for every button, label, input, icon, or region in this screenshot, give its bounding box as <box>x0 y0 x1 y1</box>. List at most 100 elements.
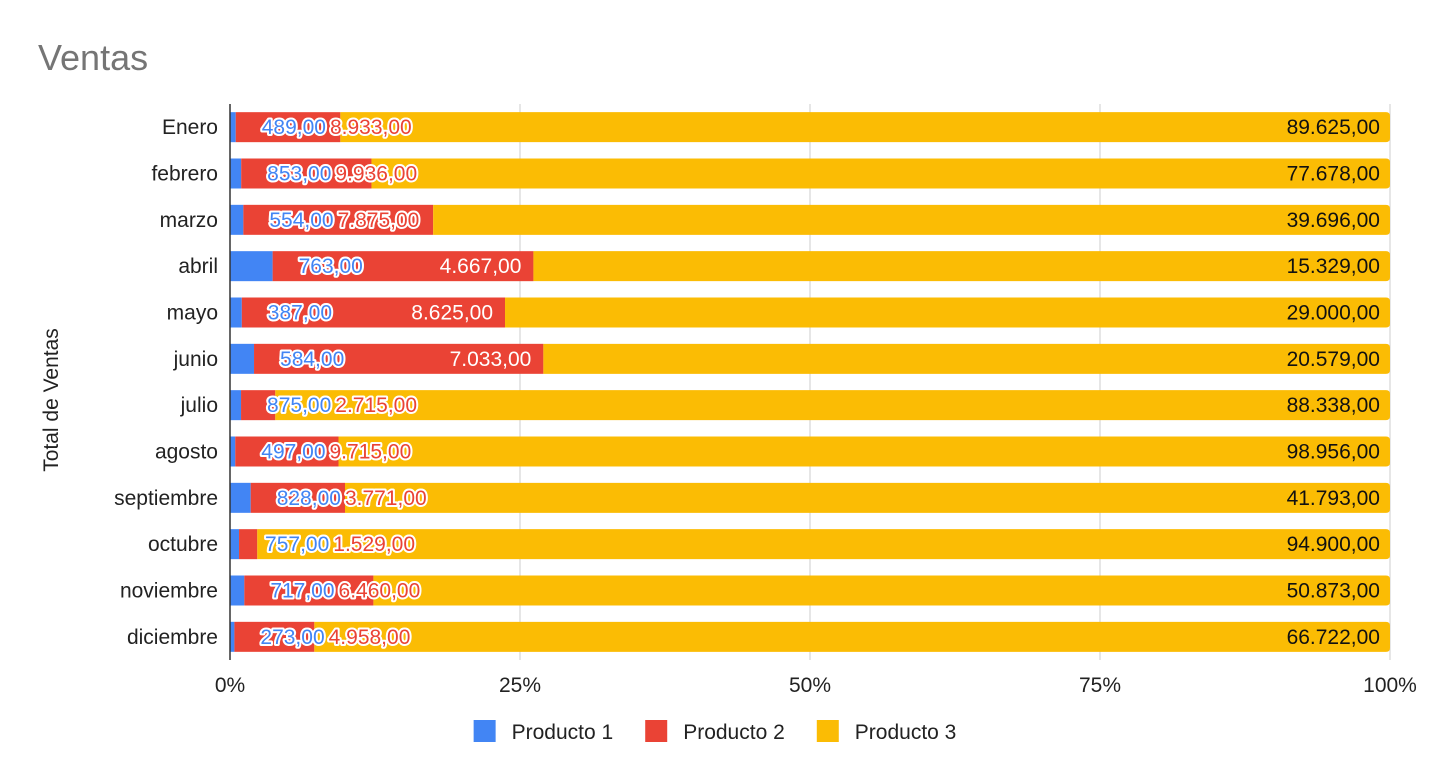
bar-segment <box>230 529 240 560</box>
data-label: 387,00 <box>268 302 332 325</box>
bar-segment <box>230 158 242 189</box>
bar-segment <box>505 297 1390 328</box>
bar-segment <box>340 112 1390 143</box>
data-label: 39.696,00 <box>1287 209 1380 232</box>
legend-swatch <box>473 720 496 742</box>
data-label: 3.771,00 <box>345 487 427 510</box>
bar-segment <box>243 204 434 235</box>
category-label: Enero <box>162 116 218 139</box>
gridlines <box>519 104 1391 660</box>
data-label: 9.936,00 <box>335 163 417 186</box>
legend: Producto 1 Producto 2 Producto 3 <box>473 720 957 744</box>
category-label: octubre <box>148 533 218 556</box>
bar-segment <box>338 436 1390 467</box>
data-label: 584,00 <box>280 348 344 371</box>
bar-segment <box>230 390 242 421</box>
data-label: 554,00 <box>269 209 333 232</box>
data-label: 4.667,00 <box>440 255 522 278</box>
bar-segment <box>230 436 236 467</box>
bar-segment <box>371 158 1390 189</box>
category-label: abril <box>178 255 218 278</box>
legend-label: Producto 1 <box>512 721 614 744</box>
category-label: diciembre <box>127 626 218 649</box>
data-label: 15.329,00 <box>1287 255 1380 278</box>
category-label: septiembre <box>114 487 218 510</box>
category-label: noviembre <box>120 580 218 603</box>
category-label: marzo <box>160 209 218 232</box>
bar-segment <box>533 251 1390 282</box>
legend-label: Producto 2 <box>683 721 785 744</box>
data-label: 1.529,00 <box>333 533 415 556</box>
bar-segment <box>241 297 506 328</box>
bar-segment <box>250 482 345 513</box>
data-label: 41.793,00 <box>1287 487 1380 510</box>
data-label: 8.933,00 <box>330 116 412 139</box>
bar-segment <box>230 204 244 235</box>
category-label: julio <box>180 394 218 417</box>
bar-segment <box>230 482 251 513</box>
data-label: 7.875,00 <box>338 209 420 232</box>
data-label: 94.900,00 <box>1287 533 1380 556</box>
chart-title: Ventas <box>38 37 148 78</box>
bar-segment <box>235 436 339 467</box>
bar-segment <box>239 529 258 560</box>
data-label: 2.715,00 <box>335 394 417 417</box>
data-label: 9.715,00 <box>330 441 412 464</box>
bar-segment <box>254 343 544 374</box>
x-tick-label: 100% <box>1363 674 1417 697</box>
data-label: 88.338,00 <box>1287 394 1380 417</box>
data-label: 717,00 <box>270 580 334 603</box>
data-label: 828,00 <box>277 487 341 510</box>
bar-segment <box>433 204 1390 235</box>
data-label: 853,00 <box>267 163 331 186</box>
bar-segment <box>230 621 235 652</box>
bar-segment <box>275 390 1390 421</box>
bar-segment <box>241 390 276 421</box>
bar-segment <box>373 575 1390 606</box>
data-label: 29.000,00 <box>1287 302 1380 325</box>
bar-segment <box>230 251 273 282</box>
bar-segment <box>234 621 315 652</box>
y-axis-label: Total de Ventas <box>40 328 63 472</box>
category-label: febrero <box>151 163 218 186</box>
bar-segment <box>257 529 1390 560</box>
category-label: junio <box>173 348 218 371</box>
data-labels: 489,00 8.933,00 89.625,00 853,00 9.936,00 77.… <box>258 114 1380 651</box>
data-label: 66.722,00 <box>1287 626 1380 649</box>
data-label: 77.678,00 <box>1287 163 1380 186</box>
x-tick-labels: 0% 25% 50% 75% 100% <box>215 674 1417 697</box>
category-label: agosto <box>155 441 218 464</box>
data-label: 273,00 <box>260 626 324 649</box>
data-label: 763,00 <box>299 255 363 278</box>
bar-segment <box>244 575 374 606</box>
bar-segment <box>230 112 236 143</box>
bar-segment <box>314 621 1390 652</box>
data-label: 8.625,00 <box>411 302 493 325</box>
bar-segment <box>235 112 341 143</box>
data-label: 98.956,00 <box>1287 441 1380 464</box>
data-label: 497,00 <box>261 441 325 464</box>
data-label: 4.958,00 <box>329 626 411 649</box>
bar-segment <box>543 343 1390 374</box>
data-label: 757,00 <box>265 533 329 556</box>
data-label: 6.460,00 <box>339 580 421 603</box>
bar-segment <box>272 251 534 282</box>
x-tick-label: 75% <box>1079 674 1121 697</box>
bar-segment <box>241 158 372 189</box>
legend-label: Producto 3 <box>855 721 957 744</box>
legend-swatch <box>816 720 839 742</box>
x-tick-label: 0% <box>215 674 245 697</box>
data-label: 7.033,00 <box>450 348 532 371</box>
data-label: 489,00 <box>262 116 326 139</box>
data-label: 89.625,00 <box>1287 116 1380 139</box>
bar-segment <box>344 482 1390 513</box>
x-tick-label: 25% <box>499 674 541 697</box>
data-label: 50.873,00 <box>1287 580 1380 603</box>
bar-segment <box>230 343 255 374</box>
category-labels: Enero febrero marzo abril mayo junio julio agos… <box>114 116 218 649</box>
data-label: 875,00 <box>267 394 331 417</box>
legend-swatch <box>645 720 668 742</box>
bar-segment <box>230 297 242 328</box>
